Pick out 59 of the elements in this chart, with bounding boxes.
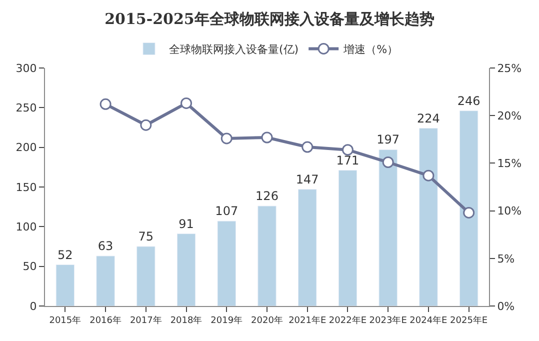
data-label: 224 [417, 111, 440, 126]
y-tick-label: 100 [16, 220, 37, 234]
bar [96, 256, 115, 306]
y-tick-label: 150 [16, 180, 37, 194]
x-tick-label: 2016年 [90, 314, 122, 326]
y2-tick-label: 10% [497, 204, 522, 218]
bar [459, 110, 478, 306]
x-tick-label: 2018年 [170, 314, 202, 326]
x-tick-label: 2019年 [210, 314, 243, 326]
x-tick-label: 2017年 [130, 314, 162, 326]
data-label: 246 [457, 94, 480, 108]
y2-tick-label: 15% [497, 157, 522, 170]
point [180, 97, 192, 109]
data-label: 107 [215, 204, 238, 218]
x-tick-label: 2025年E [450, 314, 488, 326]
y-tick-label: 300 [16, 62, 37, 75]
bar [136, 246, 156, 306]
data-label: 52 [58, 248, 73, 262]
y-tick-label: 200 [16, 141, 37, 154]
bar [298, 189, 317, 306]
point [382, 156, 394, 168]
point [261, 132, 273, 144]
bar [217, 220, 236, 306]
point [220, 132, 232, 144]
y-tick-label: 250 [16, 102, 37, 115]
x-tick-label: 2022年E [328, 314, 367, 326]
x-tick-label: 2020年 [251, 314, 283, 326]
x-tick-label: 2023年E [369, 314, 408, 326]
legend-label: 增速（%） [342, 43, 398, 56]
data-label: 63 [98, 239, 114, 254]
x-tick-label: 2015年 [49, 314, 82, 326]
bar [378, 149, 398, 306]
data-label: 171 [336, 153, 360, 168]
data-label: 197 [376, 132, 400, 147]
bar [338, 170, 358, 306]
bar [419, 128, 438, 306]
point [422, 170, 434, 182]
point [140, 119, 152, 131]
bar [258, 206, 276, 306]
bar [56, 264, 75, 306]
y2-tick-label: 25% [497, 62, 522, 75]
y2-tick-label: 5% [497, 252, 515, 266]
legend-label: 全球物联网接入设备量(亿) [169, 43, 299, 56]
x-tick-label: 2021年E [288, 314, 326, 326]
point [302, 141, 314, 153]
point [463, 206, 475, 218]
data-label: 147 [296, 172, 319, 186]
bar [176, 234, 196, 306]
chart-title: 2015-2025年全球物联网接入设备量及增长趋势 [104, 10, 434, 28]
y-tick-label: 50 [22, 260, 37, 274]
x-tick-label: 2024年E [410, 314, 448, 326]
y2-tick-label: 20% [497, 109, 522, 122]
data-label: 91 [178, 216, 194, 231]
data-label: 126 [256, 189, 278, 204]
data-label: 75 [138, 230, 154, 244]
point [100, 98, 112, 110]
point [342, 144, 354, 156]
y2-tick-label: 0% [497, 300, 515, 313]
y-tick-label: 0 [30, 300, 37, 313]
